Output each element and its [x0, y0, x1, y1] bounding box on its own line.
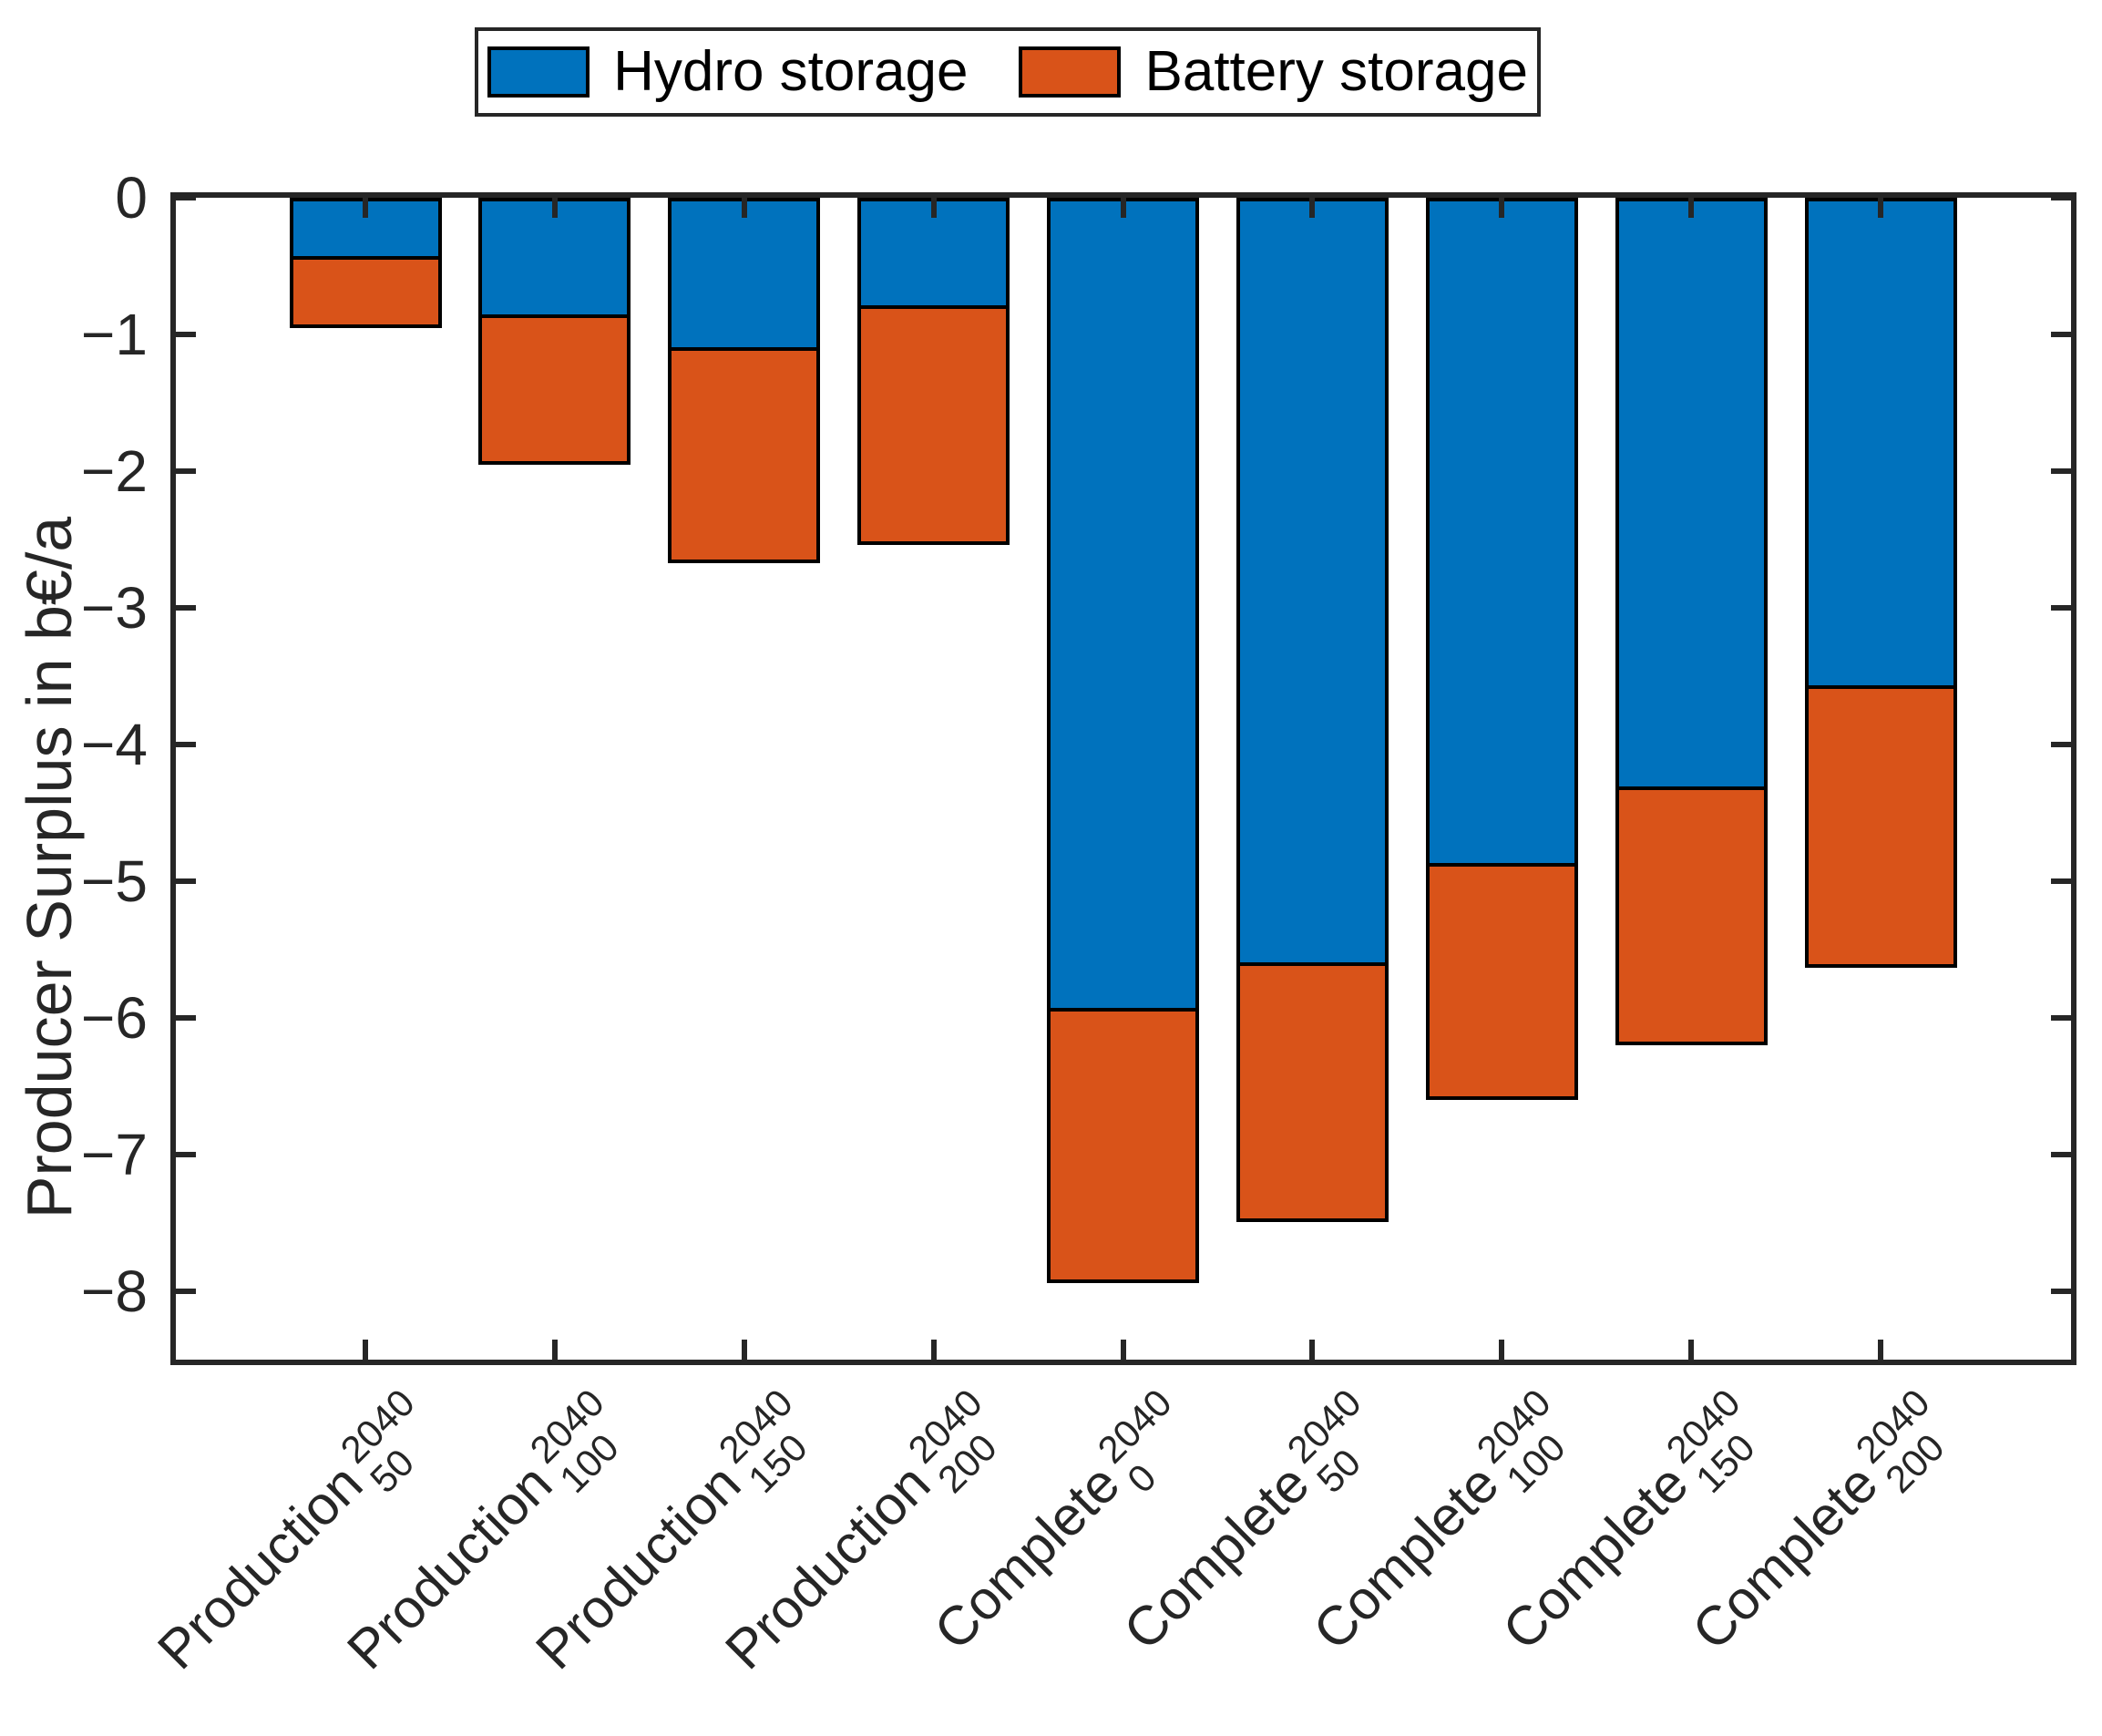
x-tick-top [551, 198, 558, 218]
bar-segment-battery [1615, 789, 1768, 1045]
bar-segment-battery [668, 351, 821, 563]
legend-item-battery: Battery storage [1019, 40, 1528, 103]
x-tick-bottom [1499, 1340, 1505, 1360]
y-tick-left [176, 1152, 196, 1157]
x-tick-top [363, 198, 368, 218]
y-tick-left [176, 468, 196, 474]
x-tick-bottom [1878, 1340, 1883, 1360]
y-tick-right [2051, 1015, 2071, 1021]
y-tick-right [2051, 1152, 2071, 1157]
y-tick-left [176, 878, 196, 884]
x-tick-top [741, 198, 747, 218]
y-tick-label: −1 [81, 302, 148, 367]
y-tick-label: −8 [81, 1258, 148, 1324]
bar-segment-hydro [1804, 198, 1957, 689]
y-tick-left [176, 332, 196, 337]
x-tick-bottom [741, 1340, 747, 1360]
y-tick-label: −2 [81, 438, 148, 504]
plot-area [176, 195, 2071, 1360]
bar-segment-battery [478, 318, 631, 465]
legend-label-battery: Battery storage [1144, 40, 1528, 103]
bar-segment-battery [1236, 966, 1389, 1222]
x-tick-top [1688, 198, 1695, 218]
y-tick-label: −7 [81, 1122, 148, 1187]
bar-segment-battery [289, 259, 442, 328]
legend: Hydro storage Battery storage [475, 27, 1541, 117]
x-tick-top [930, 198, 937, 218]
x-tick-bottom [1688, 1340, 1695, 1360]
x-tick-bottom [1120, 1340, 1126, 1360]
battery-swatch-icon [1019, 46, 1122, 98]
y-tick-left [176, 195, 196, 200]
y-tick-left [176, 1289, 196, 1294]
x-tick-bottom [363, 1340, 368, 1360]
y-tick-label: −4 [81, 712, 148, 777]
bar-segment-battery [1804, 688, 1957, 968]
plot-border [170, 192, 2076, 1365]
bar-segment-hydro [1047, 198, 1199, 1012]
bar-segment-hydro [1425, 198, 1578, 867]
bar-segment-battery [1425, 866, 1578, 1100]
y-tick-label: −3 [81, 575, 148, 641]
bar-segment-battery [1047, 1011, 1199, 1283]
x-tick-bottom [551, 1340, 558, 1360]
x-tick-bottom [1309, 1340, 1316, 1360]
bar-segment-battery [857, 308, 1010, 545]
x-tick-top [1878, 198, 1883, 218]
hydro-swatch-icon [487, 46, 590, 98]
y-tick-left [176, 742, 196, 747]
y-tick-right [2051, 878, 2071, 884]
x-tick-bottom [930, 1340, 937, 1360]
y-tick-right [2051, 195, 2071, 200]
y-tick-label: 0 [115, 165, 148, 231]
legend-item-hydro: Hydro storage [487, 44, 968, 100]
y-tick-right [2051, 1289, 2071, 1294]
y-tick-label: −6 [81, 985, 148, 1051]
legend-label-hydro: Hydro storage [613, 40, 969, 103]
y-tick-right [2051, 332, 2071, 337]
bar-segment-hydro [1236, 198, 1389, 966]
x-tick-top [1120, 198, 1126, 218]
bar-segment-hydro [668, 198, 821, 351]
y-tick-right [2051, 742, 2071, 747]
y-tick-label: −5 [81, 848, 148, 914]
y-tick-left [176, 1015, 196, 1021]
bar-segment-hydro [1615, 198, 1768, 790]
y-tick-right [2051, 468, 2071, 474]
y-tick-right [2051, 605, 2071, 611]
x-tick-top [1309, 198, 1316, 218]
x-tick-top [1499, 198, 1505, 218]
y-tick-left [176, 605, 196, 611]
